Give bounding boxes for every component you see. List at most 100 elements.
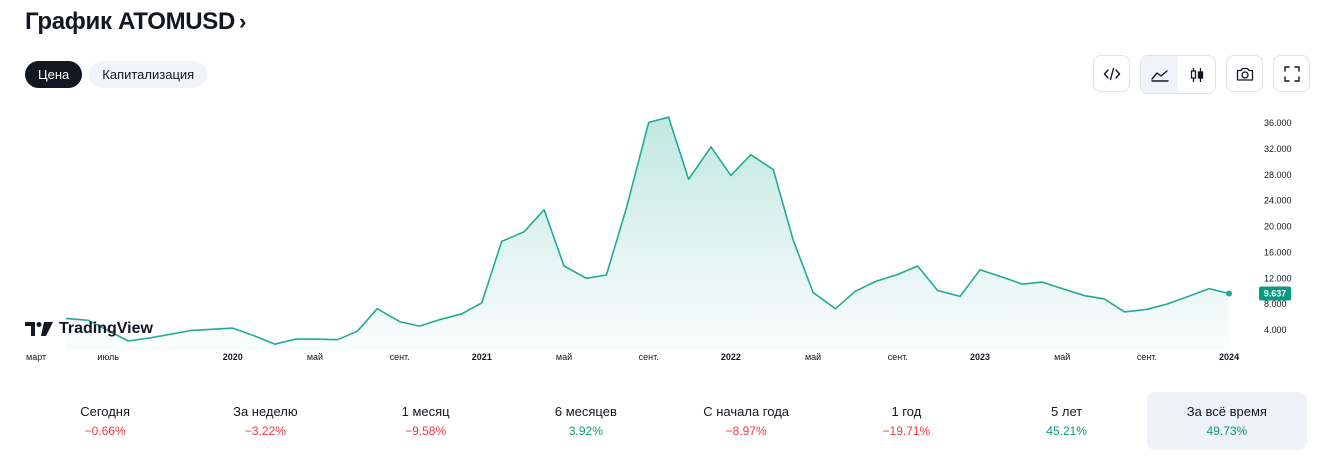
stat-label: 1 год [891,404,922,419]
price-point [1061,288,1063,290]
stat-value: −8.97% [725,424,767,438]
x-axis: март июль 2020 май сент. 2021 май сент. 2022 май с… [26,352,1239,362]
stat-label: 5 лет [1051,404,1083,419]
price-point [625,207,627,209]
price-point [959,295,961,297]
price-point [501,240,503,242]
stat-value: 3.92% [568,424,603,438]
fullscreen-button[interactable] [1273,55,1310,92]
stat-all-time[interactable]: За всё время 49.73% [1146,392,1307,450]
price-point [419,325,421,327]
tab-price[interactable]: Цена [25,61,83,88]
x-tick-label: 2021 [472,352,492,362]
stat-week[interactable]: За неделю −3.22% [185,392,345,450]
price-point [1041,281,1043,283]
x-tick-label: 2024 [1219,352,1239,362]
stat-5-years[interactable]: 5 лет 45.21% [987,392,1147,450]
x-tick-label: сент. [390,352,410,362]
last-price-label-bg [1259,286,1291,301]
tradingview-logo-text: TradingView [59,320,153,337]
stat-label: За всё время [1186,404,1267,419]
stat-label: 6 месяцев [554,404,617,419]
price-point [523,231,525,233]
price-point [563,265,565,267]
y-axis: 4.000 8.000 12.000 16.000 20.000 24.000 28.000… [1264,118,1292,335]
y-tick-label: 16.000 [1264,247,1292,257]
price-point [897,273,899,275]
camera-icon [1236,67,1253,81]
stat-value: −3.22% [244,424,286,438]
price-point [750,154,752,156]
stat-ytd[interactable]: С начала года −8.97% [666,392,826,450]
screenshot-button[interactable] [1226,55,1263,92]
price-point [438,319,440,321]
embed-code-button[interactable] [1093,55,1130,92]
y-tick-label: 24.000 [1264,196,1292,206]
tab-capitalization[interactable]: Капитализация [89,61,208,88]
price-point [376,308,378,310]
price-point [274,343,276,345]
stat-month[interactable]: 1 месяц −9.58% [346,392,506,450]
price-point [314,338,316,340]
price-point [648,121,650,123]
price-point [688,178,690,180]
price-point [252,334,254,336]
stat-1-year[interactable]: 1 год −19.71% [826,392,986,450]
stat-today[interactable]: Сегодня −0.66% [25,392,185,450]
price-point [543,209,545,211]
price-point [189,330,191,332]
price-point [999,275,1001,277]
chart-toolbar [1093,55,1310,94]
last-price-label: 9.637 [1264,289,1287,299]
y-tick-label: 12.000 [1264,273,1292,283]
price-point [294,338,296,340]
stat-value: 45.21% [1046,424,1087,438]
tradingview-logo[interactable]: TradingView [25,320,153,338]
price-point [336,339,338,341]
area-chart-button[interactable] [1141,56,1178,93]
price-point [1123,311,1125,313]
price-chart[interactable]: 4.000 8.000 12.000 16.000 20.000 24.000 28.000… [0,100,1325,370]
x-tick-label: май [307,352,323,362]
fullscreen-icon [1283,65,1300,82]
x-tick-label: май [556,352,572,362]
y-tick-label: 4.000 [1264,325,1287,335]
price-point [710,146,712,148]
price-point [1021,283,1023,285]
x-tick-label: март [26,352,46,362]
performance-stats: Сегодня −0.66% За неделю −3.22% 1 месяц … [25,392,1307,450]
title-text: График ATOMUSD [25,8,236,35]
x-tick-label: май [805,352,821,362]
chevron-right-icon: › [239,9,247,34]
x-tick-label: июль [97,352,119,362]
y-tick-label: 20.000 [1264,222,1292,232]
stat-value: −0.66% [84,424,126,438]
last-price-dot [1226,290,1233,297]
x-tick-label: 2022 [721,352,741,362]
y-tick-label: 28.000 [1264,170,1292,180]
price-point [937,290,939,292]
price-point [127,340,129,342]
x-tick-label: 2023 [970,352,990,362]
stat-label: За неделю [233,404,298,419]
x-tick-label: май [1054,352,1070,362]
stat-label: С начала года [703,404,790,419]
stat-6-months[interactable]: 6 месяцев 3.92% [506,392,666,450]
price-point [792,239,794,241]
x-tick-label: сент. [888,352,908,362]
price-point [232,327,234,329]
x-tick-label: сент. [1137,352,1157,362]
stat-value: −19.71% [882,424,931,438]
price-point [1186,296,1188,298]
embed-code-icon [1103,67,1120,80]
x-tick-label: 2020 [223,352,243,362]
y-tick-label: 32.000 [1264,144,1292,154]
area-chart-icon [1150,69,1169,82]
y-tick-label: 8.000 [1264,299,1287,309]
candlestick-button[interactable] [1178,56,1215,93]
page-title[interactable]: График ATOMUSD › [25,8,246,36]
price-point [874,280,876,282]
candlestick-icon [1190,67,1203,82]
price-point [356,330,358,332]
chart-mode-tabs: Цена Капитализация [25,61,208,88]
